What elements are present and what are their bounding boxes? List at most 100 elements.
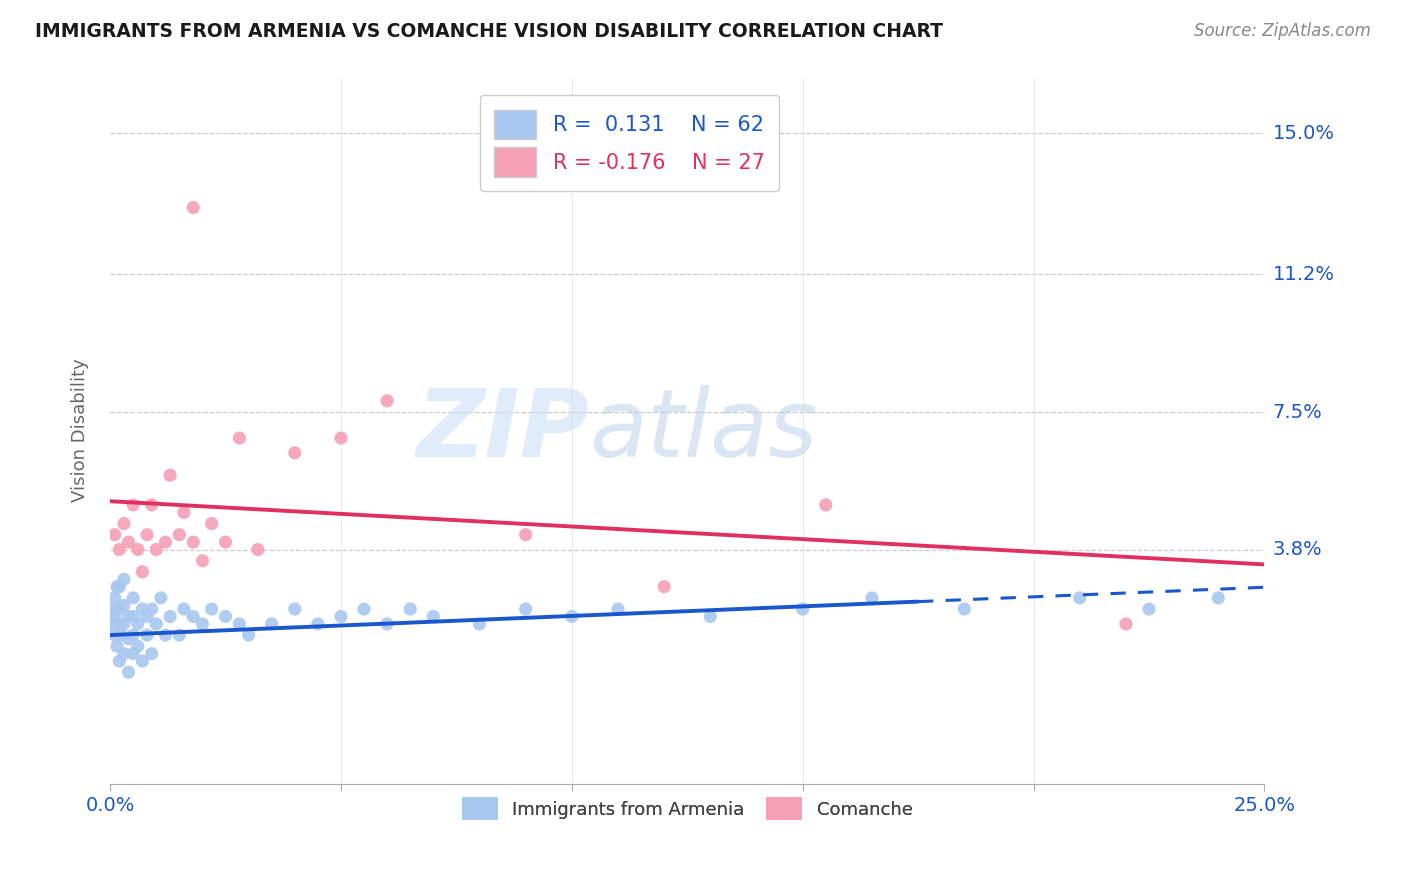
Point xyxy=(141,647,163,661)
Point xyxy=(122,628,145,642)
Point xyxy=(173,505,195,519)
Point xyxy=(246,542,269,557)
Point xyxy=(136,609,159,624)
Point xyxy=(131,565,153,579)
Point xyxy=(181,535,204,549)
Point xyxy=(110,628,132,642)
Point xyxy=(149,591,172,605)
Point xyxy=(104,591,127,605)
Point xyxy=(117,535,139,549)
Point xyxy=(122,609,145,624)
Point xyxy=(1115,616,1137,631)
Point xyxy=(159,468,181,483)
Point xyxy=(105,580,128,594)
Point xyxy=(214,609,236,624)
Point xyxy=(169,527,191,541)
Text: 3.8%: 3.8% xyxy=(1272,540,1323,559)
Point xyxy=(191,616,214,631)
Point xyxy=(117,665,139,680)
Text: ZIP: ZIP xyxy=(416,384,589,476)
Point xyxy=(173,602,195,616)
Point xyxy=(105,639,128,653)
Point xyxy=(260,616,283,631)
Point xyxy=(117,609,139,624)
Legend: Immigrants from Armenia, Comanche: Immigrants from Armenia, Comanche xyxy=(454,790,920,828)
Point xyxy=(108,654,131,668)
Text: atlas: atlas xyxy=(589,385,817,476)
Point xyxy=(652,580,675,594)
Point xyxy=(112,647,135,661)
Point xyxy=(155,535,177,549)
Point xyxy=(145,616,167,631)
Point xyxy=(515,527,537,541)
Text: Source: ZipAtlas.com: Source: ZipAtlas.com xyxy=(1194,22,1371,40)
Point xyxy=(103,602,125,616)
Point xyxy=(607,602,630,616)
Point xyxy=(228,616,250,631)
Point xyxy=(307,616,329,631)
Point xyxy=(104,628,127,642)
Point xyxy=(112,599,135,613)
Point xyxy=(228,431,250,445)
Text: IMMIGRANTS FROM ARMENIA VS COMANCHE VISION DISABILITY CORRELATION CHART: IMMIGRANTS FROM ARMENIA VS COMANCHE VISI… xyxy=(35,22,943,41)
Point xyxy=(561,609,583,624)
Point xyxy=(1069,591,1091,605)
Point xyxy=(131,654,153,668)
Point xyxy=(329,609,352,624)
Point xyxy=(122,647,145,661)
Point xyxy=(122,498,145,512)
Point xyxy=(108,616,131,631)
Point xyxy=(375,616,398,631)
Point xyxy=(145,542,167,557)
Point xyxy=(101,616,124,631)
Text: 7.5%: 7.5% xyxy=(1272,402,1323,422)
Point xyxy=(136,628,159,642)
Point xyxy=(122,591,145,605)
Point xyxy=(127,542,149,557)
Point xyxy=(108,602,131,616)
Point xyxy=(169,628,191,642)
Point xyxy=(112,516,135,531)
Point xyxy=(141,498,163,512)
Point xyxy=(104,527,127,541)
Point xyxy=(284,446,307,460)
Point xyxy=(104,609,127,624)
Point xyxy=(159,609,181,624)
Point xyxy=(108,542,131,557)
Y-axis label: Vision Disability: Vision Disability xyxy=(72,359,89,502)
Point xyxy=(353,602,375,616)
Point xyxy=(131,602,153,616)
Point xyxy=(181,609,204,624)
Point xyxy=(284,602,307,616)
Point xyxy=(181,201,204,215)
Point xyxy=(238,628,260,642)
Point xyxy=(860,591,883,605)
Point xyxy=(155,628,177,642)
Point xyxy=(141,602,163,616)
Point xyxy=(1137,602,1160,616)
Point xyxy=(191,554,214,568)
Point xyxy=(108,580,131,594)
Point xyxy=(112,572,135,586)
Point xyxy=(1206,591,1229,605)
Point xyxy=(201,516,224,531)
Point xyxy=(399,602,422,616)
Point xyxy=(814,498,837,512)
Point xyxy=(112,616,135,631)
Point xyxy=(214,535,236,549)
Point xyxy=(515,602,537,616)
Point xyxy=(127,616,149,631)
Point xyxy=(792,602,814,616)
Point xyxy=(201,602,224,616)
Point xyxy=(136,527,159,541)
Point xyxy=(375,393,398,408)
Point xyxy=(422,609,444,624)
Text: 11.2%: 11.2% xyxy=(1272,265,1334,284)
Point xyxy=(127,639,149,653)
Point xyxy=(699,609,721,624)
Point xyxy=(329,431,352,445)
Point xyxy=(117,632,139,646)
Point xyxy=(953,602,976,616)
Point xyxy=(468,616,491,631)
Text: 15.0%: 15.0% xyxy=(1272,124,1334,143)
